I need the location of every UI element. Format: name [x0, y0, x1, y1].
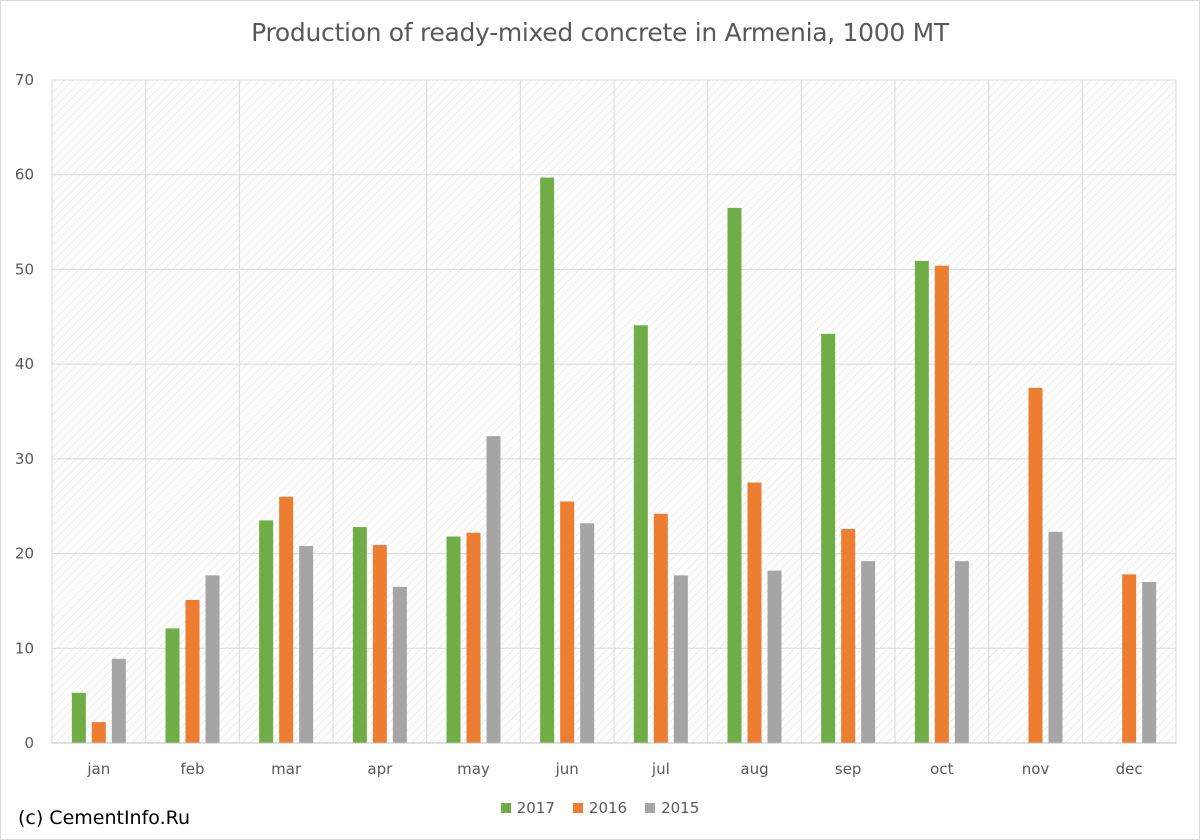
bar-2016-may — [466, 532, 481, 743]
x-tick-label: apr — [367, 760, 393, 778]
bar-2016-jul — [653, 513, 668, 743]
bar-2016-mar — [279, 496, 294, 743]
legend-swatch — [500, 803, 511, 813]
axes: 0 10 20 30 40 50 60 70 jan feb mar apr may jun jul aug s… — [15, 71, 1176, 778]
x-tick-label: dec — [1116, 760, 1143, 778]
y-tick-label: 60 — [15, 166, 34, 184]
y-tick-label: 20 — [15, 545, 34, 563]
x-tick-label: feb — [180, 760, 204, 778]
bar-2015-jun — [580, 523, 595, 743]
legend-label: 2017 — [516, 799, 555, 817]
bar-2015-aug — [767, 570, 782, 743]
bar-2015-feb — [205, 575, 220, 743]
bar-2016-sep — [841, 528, 856, 743]
bars — [71, 177, 1157, 744]
bar-2017-sep — [821, 333, 836, 743]
bar-2017-apr — [352, 527, 367, 743]
y-tick-label: 0 — [24, 734, 34, 752]
legend-swatch — [645, 803, 656, 813]
bar-2015-oct — [954, 561, 969, 743]
x-tick-label: nov — [1022, 760, 1050, 778]
bar-2015-sep — [861, 561, 876, 743]
bar-2017-jan — [71, 692, 86, 743]
bar-2017-jul — [633, 325, 648, 743]
legend: 2017 2016 2015 — [0, 799, 1200, 817]
bar-2015-apr — [392, 586, 407, 743]
bar-2017-aug — [727, 207, 742, 744]
bar-2015-jul — [673, 575, 688, 743]
legend-item-2017: 2017 — [500, 799, 555, 817]
bar-2015-mar — [299, 545, 314, 743]
bar-2016-aug — [747, 482, 762, 743]
bar-2016-nov — [1028, 387, 1043, 743]
bar-2016-dec — [1122, 574, 1137, 743]
y-tick-label: 10 — [15, 639, 34, 657]
bar-2015-may — [486, 436, 501, 743]
bar-2016-jan — [91, 722, 106, 743]
x-tick-label: oct — [930, 760, 953, 778]
y-tick-label: 30 — [15, 450, 34, 468]
bar-2016-jun — [560, 501, 575, 743]
bar-2017-oct — [914, 260, 929, 743]
x-tick-label: aug — [740, 760, 768, 778]
legend-item-2016: 2016 — [572, 799, 628, 817]
x-tick-label: mar — [271, 760, 302, 778]
x-tick-label: jun — [555, 760, 579, 778]
legend-item-2015: 2015 — [645, 799, 699, 817]
x-tick-label: jul — [651, 760, 670, 778]
copyright-text: (c) CementInfo.Ru — [18, 807, 191, 829]
bar-2015-nov — [1048, 531, 1063, 743]
x-tick-label: may — [457, 760, 490, 778]
bar-2016-oct — [934, 265, 949, 743]
legend-label: 2016 — [588, 799, 628, 817]
x-tick-label: sep — [835, 760, 862, 778]
bar-2017-jun — [540, 177, 555, 743]
y-tick-label: 50 — [15, 260, 34, 278]
y-tick-label: 40 — [15, 355, 34, 373]
bar-2016-feb — [185, 599, 200, 743]
bar-2017-feb — [165, 628, 180, 743]
legend-swatch — [572, 803, 583, 813]
y-tick-label: 70 — [15, 71, 34, 89]
bar-2017-mar — [259, 520, 274, 743]
bar-2015-dec — [1142, 581, 1157, 743]
bar-2016-apr — [372, 545, 387, 743]
chart-title: Production of ready-mixed concrete in Ar… — [251, 18, 949, 47]
bar-2015-jan — [111, 658, 126, 743]
legend-label: 2015 — [661, 799, 700, 817]
x-tick-label: jan — [86, 760, 110, 778]
bar-2017-may — [446, 536, 461, 743]
